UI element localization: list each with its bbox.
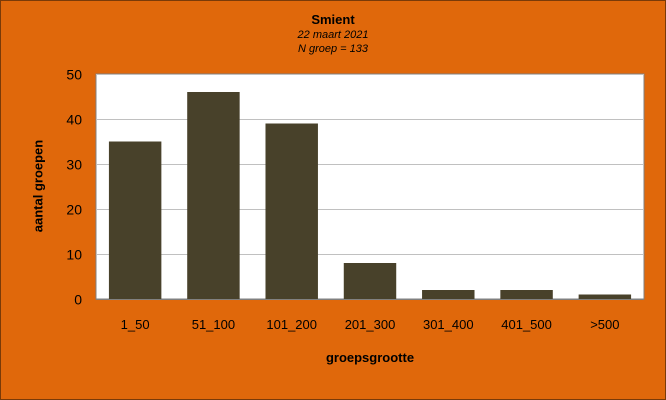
- chart-subtitle-count: N groep = 133: [297, 43, 369, 55]
- x-tick-label: 101_200: [266, 317, 317, 332]
- chart-title: Smient: [311, 12, 355, 27]
- y-tick-label: 30: [66, 157, 82, 173]
- y-tick-label: 10: [66, 247, 82, 263]
- x-tick-label: 51_100: [192, 317, 235, 332]
- chart-header: Smient 22 maart 2021 N groep = 133: [0, 12, 666, 56]
- x-tick-label: 401_500: [501, 317, 552, 332]
- bar: [108, 141, 162, 299]
- y-tick-label: 20: [66, 202, 82, 218]
- bar: [343, 263, 397, 299]
- y-tick-label: 40: [66, 112, 82, 128]
- x-tick-label: >500: [590, 317, 619, 332]
- x-tick-label: 201_300: [345, 317, 396, 332]
- y-tick-label: 0: [74, 292, 82, 308]
- chart-subtitle-date: 22 maart 2021: [297, 29, 369, 41]
- x-tick-label: 1_50: [121, 317, 150, 332]
- bar: [265, 123, 318, 299]
- bar: [187, 92, 240, 299]
- y-axis-label: aantal groepen: [30, 139, 46, 233]
- bar: [500, 290, 553, 299]
- x-axis-label: groepsgrootte: [325, 350, 415, 365]
- x-tick-label: 301_400: [423, 317, 474, 332]
- bar: [422, 290, 475, 299]
- bar: [578, 294, 632, 299]
- y-tick-label: 50: [66, 67, 82, 83]
